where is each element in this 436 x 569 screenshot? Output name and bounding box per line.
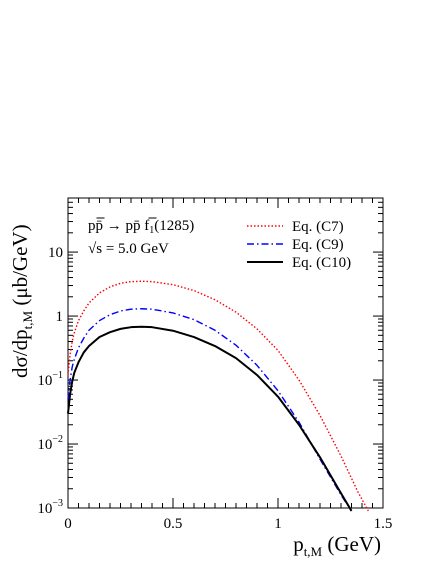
x-axis-label: pt,M (GeV) (293, 532, 381, 559)
legend: Eq. (C7) Eq. (C9) Eq. (C10) (247, 219, 351, 271)
series-layer (67, 280, 369, 512)
legend-label-2: Eq. (C9) (292, 237, 344, 253)
y-tick-label: 10−2 (37, 434, 63, 453)
y-axis-label-main: dσ/dp (8, 329, 32, 378)
y-axis-label: dσ/dpt,M (μb/GeV) (8, 224, 35, 378)
x-tick-label: 1.5 (374, 516, 393, 532)
annotation-energy: √s = 5.0 GeV (88, 241, 169, 257)
x-tick-label: 1 (274, 516, 282, 532)
series-line-1 (67, 280, 369, 512)
x-axis-label-unit: (GeV) (322, 532, 381, 556)
y-tick-label: 1 (56, 309, 64, 325)
series-line-2 (67, 308, 353, 512)
y-tick-label: 10−3 (37, 498, 63, 517)
y-tick-label: 10 (48, 245, 63, 261)
x-axis-ticks: 0 0.5 1 1.5 (64, 198, 392, 532)
svg-text:pp̄ → pp̄ f1(1285): pp̄ → pp̄ f1(1285) (88, 218, 194, 236)
annotation-reaction-main: pp̄ → pp̄ f (88, 218, 149, 234)
annotation-reaction-subscript: 1 (149, 225, 154, 236)
x-tick-label: 0 (64, 516, 72, 532)
y-axis-label-unit: (μb/GeV) (8, 224, 32, 310)
y-axis-ticks: 10−3 10−2 10−1 1 10 (37, 197, 383, 517)
series-line-3 (67, 325, 353, 512)
x-axis-label-main: p (293, 532, 304, 556)
annotation-reaction-tail: (1285) (154, 218, 194, 234)
x-axis-label-subscript: t,M (304, 544, 323, 559)
y-tick-label: 10−1 (37, 370, 63, 389)
legend-label-3: Eq. (C10) (292, 255, 351, 271)
annotation-reaction: pp̄ → pp̄ f1(1285) (88, 217, 194, 236)
legend-label-1: Eq. (C7) (292, 219, 344, 235)
x-tick-label: 0.5 (164, 516, 183, 532)
y-axis-label-subscript: t,M (20, 310, 35, 329)
